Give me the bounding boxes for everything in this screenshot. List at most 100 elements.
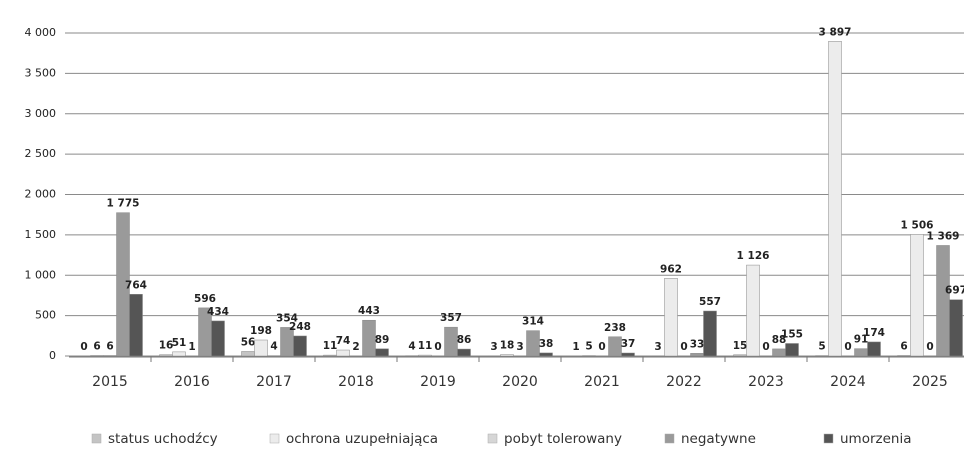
x-tick-label: 2023 [748,374,784,390]
data-label: 16 [159,340,174,352]
bar [336,349,350,357]
bar [500,354,514,357]
bar [116,212,130,357]
bar [129,294,143,357]
data-label: 198 [250,325,272,337]
bar [828,41,842,357]
data-label: 238 [604,322,626,334]
data-label: 0 [680,341,687,353]
bar [293,335,307,357]
bar [254,339,268,357]
data-label: 18 [500,340,515,352]
y-tick-label: 1 500 [25,228,57,241]
data-label: 5 [585,341,592,353]
data-label: 174 [863,327,885,339]
bar [690,353,704,357]
data-label: 0 [926,341,933,353]
bar [664,278,678,357]
bar [539,352,553,357]
data-label: 354 [276,312,298,324]
bar [772,348,786,357]
legend-label: umorzenia [840,431,912,447]
y-tick-label: 500 [35,309,56,322]
legend-label: status uchodźcy [108,431,218,447]
x-tick-label: 2018 [338,374,374,390]
data-label: 557 [699,296,721,308]
data-label: 1 [572,341,579,353]
x-tick-label: 2024 [830,374,866,390]
bar [211,320,225,357]
x-tick-label: 2015 [92,374,128,390]
data-label: 3 [654,341,661,353]
y-tick-label: 2 000 [25,188,57,201]
bar [867,341,881,357]
legend-label: ochrona uzupełniająca [286,431,438,447]
x-tick-label: 2022 [666,374,702,390]
data-label: 86 [457,334,472,346]
legend-swatch [91,433,102,444]
data-label: 1 369 [927,230,960,242]
legend-label: negatywne [681,431,756,447]
y-tick-label: 3 000 [25,107,57,120]
data-label: 6 [900,341,907,353]
data-label: 357 [440,312,462,324]
data-label: 2 [352,341,359,353]
data-label: 155 [781,328,803,340]
data-label: 5 [818,341,825,353]
bar [608,336,622,357]
y-tick-label: 4 000 [25,26,57,39]
bar [703,310,717,357]
bar [457,348,471,357]
data-label: 314 [522,316,544,328]
bar [159,354,173,357]
bar [746,264,760,357]
data-label: 1 126 [737,250,770,262]
data-label: 89 [375,334,390,346]
data-label: 3 [516,341,523,353]
data-label: 962 [660,263,682,275]
legend-swatch [269,433,280,444]
data-label: 3 [490,341,497,353]
bar [362,319,376,357]
bar [418,354,432,357]
y-tick-label: 0 [49,349,56,362]
data-label: 0 [844,341,851,353]
legend-swatch [823,433,834,444]
x-tick-label: 2016 [174,374,210,390]
data-label: 0 [762,341,769,353]
data-label: 74 [336,335,351,347]
legend-label: pobyt tolerowany [504,431,622,447]
data-label: 38 [539,338,554,350]
data-label: 0 [598,341,605,353]
bar [854,348,868,357]
data-label: 1 506 [901,219,934,231]
x-tick-label: 2020 [502,374,538,390]
bar [241,351,255,357]
y-tick-label: 2 500 [25,147,57,160]
data-label: 248 [289,321,311,333]
bar [375,348,389,357]
data-label: 4 [270,341,277,353]
bar [936,245,950,357]
bar [444,326,458,357]
data-label: 1 [188,341,195,353]
bar [910,234,924,357]
data-label: 443 [358,305,380,317]
data-label: 434 [207,306,229,318]
bar [621,352,635,357]
data-label: 11 [418,340,433,352]
bar [323,354,337,357]
y-tick-label: 1 000 [25,268,57,281]
data-label: 56 [241,336,256,348]
data-label: 4 [408,341,415,353]
data-label: 15 [733,340,748,352]
bar [785,343,799,357]
legend-swatch [664,433,675,444]
x-tick-label: 2019 [420,374,456,390]
bar [949,299,963,357]
bar [172,351,186,357]
data-label: 0 [80,341,87,353]
data-label: 596 [194,293,216,305]
bar [526,330,540,357]
